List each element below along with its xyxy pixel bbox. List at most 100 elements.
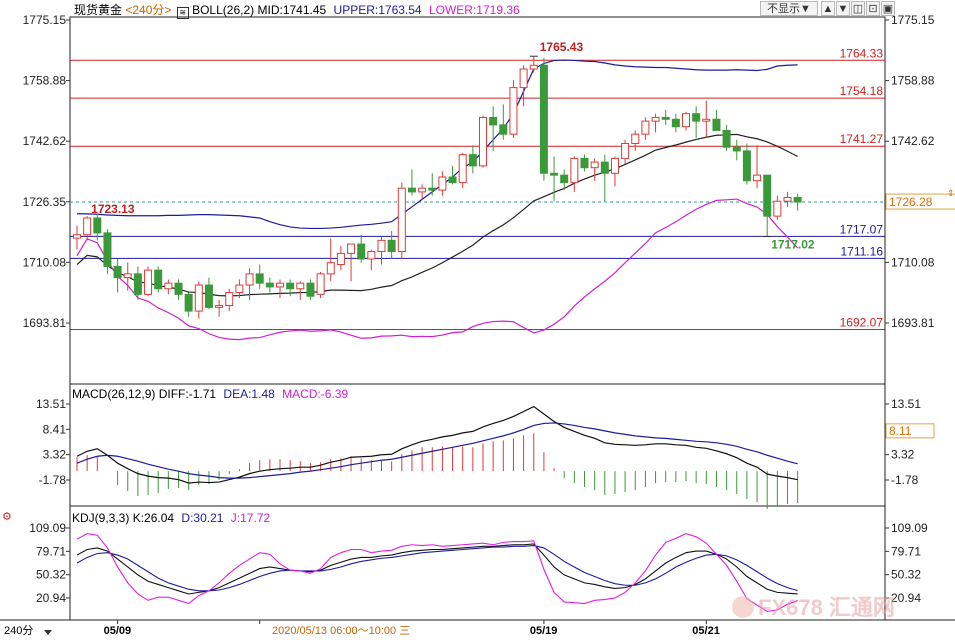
price-axis-label-right: 1775.15 <box>891 13 935 27</box>
candle-body <box>286 282 295 290</box>
candle-body <box>113 265 122 279</box>
candle-body <box>296 282 305 290</box>
candle-body <box>438 176 447 191</box>
period-tag[interactable]: 240分 <box>4 625 34 637</box>
watermark: FX678 汇通网 <box>732 590 895 622</box>
macd-header: MACD(26,12,9) DIFF:-1.71 DEA:1.48 MACD:-… <box>72 387 348 401</box>
layout-button[interactable]: ◫ <box>851 1 865 16</box>
macd-diff-line <box>76 405 798 484</box>
start-price-label: 1723.13 <box>91 202 135 216</box>
low-price-label: 1717.02 <box>771 238 815 252</box>
level-label: 1764.33 <box>840 46 884 60</box>
candle-body <box>661 116 670 120</box>
time-axis-label: 05/21 <box>692 625 720 637</box>
kdj-axis-label-left: 109.09 <box>29 521 66 535</box>
main-panel-frame <box>69 16 886 385</box>
candle-body <box>123 273 132 279</box>
macd-dea-line <box>76 422 798 479</box>
candle-body <box>763 174 772 217</box>
candle-body <box>73 234 81 239</box>
kdj-k-line <box>76 543 798 595</box>
period-label[interactable]: <240分> <box>125 3 172 17</box>
macd-axis-label-right: -1.78 <box>891 473 919 487</box>
candle-body <box>164 282 173 290</box>
candle-body <box>245 273 254 286</box>
candle-body <box>458 154 467 184</box>
macd-axis-label-right: 3.32 <box>891 448 915 462</box>
kdj-axis-label-left: 20.94 <box>36 591 66 605</box>
macd-diff-value: DIFF:-1.71 <box>158 387 217 401</box>
candle-body <box>753 174 762 182</box>
candle-body <box>519 68 528 89</box>
level-label: 1692.07 <box>840 315 884 329</box>
cursor-time-label: 2020/05/13 06:00～10:00 三 <box>272 625 411 637</box>
kdj-axis-label-right: 50.32 <box>891 568 921 582</box>
candle-body <box>682 113 690 128</box>
candle-body <box>610 157 619 174</box>
kdj-title: KDJ(9,3,3) <box>72 511 130 525</box>
macd-axis-label-left: 13.51 <box>36 397 66 411</box>
candle-body <box>570 157 579 184</box>
hide-dropdown[interactable]: 不显示▼ <box>760 1 818 16</box>
candle-body <box>397 187 406 253</box>
candle-body <box>671 118 680 128</box>
zoom-button[interactable]: ⊡ <box>866 1 880 16</box>
candle-body <box>692 113 701 122</box>
watermark-text: FX678 汇通网 <box>758 595 895 620</box>
kdj-d-value: D:30.21 <box>181 511 224 525</box>
scroll-up-button[interactable]: ▲ <box>821 1 835 16</box>
candle-body <box>468 154 477 167</box>
macd-current-label: 8.11 <box>889 424 912 438</box>
kdj-j-value: J:17.72 <box>230 511 271 525</box>
candle-body <box>580 157 589 169</box>
price-axis-label-left: 1726.35 <box>23 195 67 209</box>
candle-body <box>631 133 640 144</box>
price-axis-label-left: 1710.08 <box>23 255 67 269</box>
candle-body <box>742 150 751 182</box>
candle-body <box>377 239 386 253</box>
boll-mid-value: MID:1741.45 <box>257 3 327 17</box>
candle-body <box>265 282 274 288</box>
price-axis-label-left: 1693.81 <box>23 316 67 330</box>
macd-axis-label-left: -1.78 <box>39 473 67 487</box>
candle-body <box>712 118 721 131</box>
macd-dea-value: DEA:1.48 <box>223 387 275 401</box>
kdj-settings-icon[interactable]: ⚙ <box>2 511 12 523</box>
settings-button[interactable]: ▣ <box>881 1 895 16</box>
kdj-axis-label-right: 109.09 <box>891 521 928 535</box>
candle-body <box>489 116 498 126</box>
candle-body <box>133 273 142 295</box>
candle-body <box>93 217 102 234</box>
boll-label: BOLL(26,2) <box>192 3 255 17</box>
chart-type-icon: ≋ <box>176 7 189 19</box>
candle-body <box>621 142 630 159</box>
candle-body <box>793 197 802 203</box>
macd-title: MACD(26,12,9) <box>72 387 156 401</box>
macd-axis-label-right: 13.51 <box>891 397 921 411</box>
macd-panel-frame <box>69 383 886 507</box>
level-label: 1741.27 <box>840 132 884 146</box>
candle-body <box>347 243 356 254</box>
kdj-k-value: K:26.04 <box>132 511 175 525</box>
macd-current-box <box>885 423 935 439</box>
kdj-d-line <box>76 544 798 592</box>
candle-body <box>651 116 660 122</box>
macd-axis-label-left: 3.32 <box>43 448 67 462</box>
candle-body <box>407 187 416 193</box>
candle-body <box>702 118 711 122</box>
macd-hist-value: MACD:-6.39 <box>282 387 349 401</box>
candle-body <box>357 243 366 260</box>
scroll-down-button[interactable]: ▼ <box>836 1 850 16</box>
price-axis-label-right: 1742.62 <box>891 134 935 148</box>
level-label: 1711.16 <box>841 244 884 258</box>
kdj-axis-label-right: 20.94 <box>891 591 921 605</box>
candle-body <box>174 282 183 295</box>
price-axis-label-right: 1710.08 <box>891 255 935 269</box>
main-header: 现货黄金 <240分> ≋ BOLL(26,2) MID:1741.45 UPP… <box>74 3 520 19</box>
candle-body <box>215 305 224 308</box>
candle-body <box>773 200 782 217</box>
boll-upper-value: UPPER:1763.54 <box>333 3 422 17</box>
kdj-axis-label-left: 50.32 <box>36 568 66 582</box>
candle-body <box>255 273 264 284</box>
candle-body <box>560 174 569 184</box>
